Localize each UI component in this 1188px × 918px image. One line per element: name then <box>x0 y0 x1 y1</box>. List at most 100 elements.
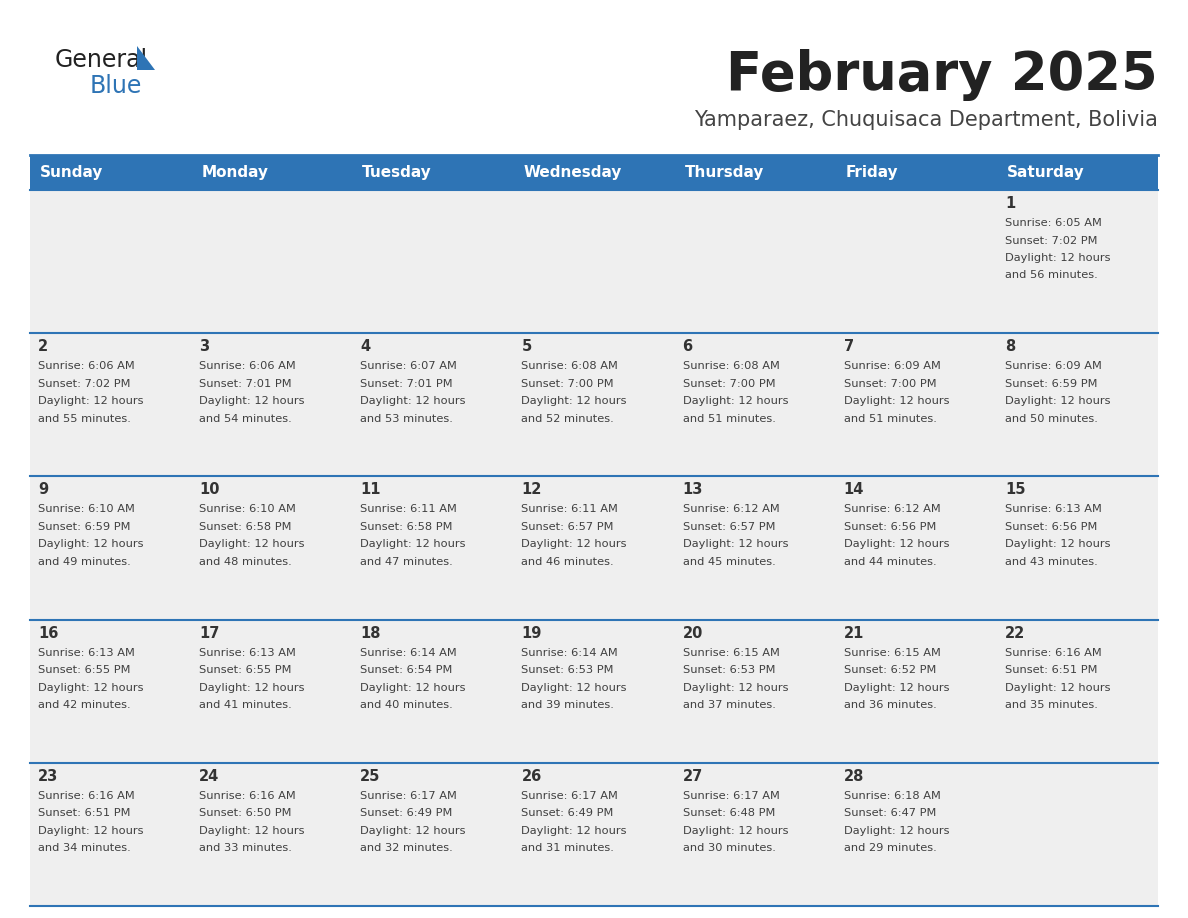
Text: Yamparaez, Chuquisaca Department, Bolivia: Yamparaez, Chuquisaca Department, Bolivi… <box>694 110 1158 130</box>
Bar <box>675 476 835 620</box>
Text: Sunrise: 6:08 AM: Sunrise: 6:08 AM <box>683 361 779 371</box>
Text: and 46 minutes.: and 46 minutes. <box>522 557 614 567</box>
Bar <box>997 155 1158 190</box>
Text: 24: 24 <box>200 768 220 784</box>
Text: 27: 27 <box>683 768 703 784</box>
Bar <box>513 155 675 190</box>
Text: and 53 minutes.: and 53 minutes. <box>360 414 453 424</box>
Bar <box>30 763 191 906</box>
Text: and 32 minutes.: and 32 minutes. <box>360 844 453 854</box>
Text: Daylight: 12 hours: Daylight: 12 hours <box>38 683 144 692</box>
Text: and 51 minutes.: and 51 minutes. <box>683 414 776 424</box>
Bar <box>353 333 513 476</box>
Text: and 40 minutes.: and 40 minutes. <box>360 700 453 711</box>
Text: and 50 minutes.: and 50 minutes. <box>1005 414 1098 424</box>
Text: and 36 minutes.: and 36 minutes. <box>843 700 936 711</box>
Text: 16: 16 <box>38 625 58 641</box>
Text: 22: 22 <box>1005 625 1025 641</box>
Text: Daylight: 12 hours: Daylight: 12 hours <box>38 540 144 549</box>
Text: Daylight: 12 hours: Daylight: 12 hours <box>522 683 627 692</box>
Bar <box>675 155 835 190</box>
Text: Sunset: 6:54 PM: Sunset: 6:54 PM <box>360 666 453 675</box>
Text: Daylight: 12 hours: Daylight: 12 hours <box>200 683 304 692</box>
Text: Sunday: Sunday <box>40 165 103 180</box>
Text: and 56 minutes.: and 56 minutes. <box>1005 271 1098 281</box>
Text: Daylight: 12 hours: Daylight: 12 hours <box>38 397 144 406</box>
Text: Sunset: 6:50 PM: Sunset: 6:50 PM <box>200 809 291 818</box>
Bar <box>675 620 835 763</box>
Text: Daylight: 12 hours: Daylight: 12 hours <box>843 683 949 692</box>
Text: Sunset: 6:53 PM: Sunset: 6:53 PM <box>683 666 775 675</box>
Text: Daylight: 12 hours: Daylight: 12 hours <box>360 826 466 835</box>
Bar <box>30 333 191 476</box>
Text: 12: 12 <box>522 482 542 498</box>
Text: Sunset: 6:56 PM: Sunset: 6:56 PM <box>1005 522 1098 532</box>
Bar <box>353 620 513 763</box>
Text: 10: 10 <box>200 482 220 498</box>
Bar <box>353 476 513 620</box>
Text: and 35 minutes.: and 35 minutes. <box>1005 700 1098 711</box>
Text: Daylight: 12 hours: Daylight: 12 hours <box>843 540 949 549</box>
Text: 20: 20 <box>683 625 703 641</box>
Text: Daylight: 12 hours: Daylight: 12 hours <box>1005 683 1111 692</box>
Bar <box>191 476 353 620</box>
Text: 13: 13 <box>683 482 703 498</box>
Bar <box>997 476 1158 620</box>
Text: Sunset: 6:49 PM: Sunset: 6:49 PM <box>522 809 614 818</box>
Text: Monday: Monday <box>201 165 268 180</box>
Text: Sunset: 7:02 PM: Sunset: 7:02 PM <box>1005 236 1098 245</box>
Text: 1: 1 <box>1005 196 1015 211</box>
Text: Wednesday: Wednesday <box>524 165 621 180</box>
Text: Daylight: 12 hours: Daylight: 12 hours <box>200 826 304 835</box>
Bar <box>675 763 835 906</box>
Text: Sunrise: 6:13 AM: Sunrise: 6:13 AM <box>200 647 296 657</box>
Text: Sunset: 7:00 PM: Sunset: 7:00 PM <box>683 379 776 388</box>
Text: Sunrise: 6:09 AM: Sunrise: 6:09 AM <box>1005 361 1101 371</box>
Text: Sunrise: 6:16 AM: Sunrise: 6:16 AM <box>200 790 296 800</box>
Text: Daylight: 12 hours: Daylight: 12 hours <box>843 826 949 835</box>
Text: and 49 minutes.: and 49 minutes. <box>38 557 131 567</box>
Text: Sunset: 6:58 PM: Sunset: 6:58 PM <box>360 522 453 532</box>
Text: Sunrise: 6:08 AM: Sunrise: 6:08 AM <box>522 361 618 371</box>
Bar <box>353 763 513 906</box>
Bar <box>997 620 1158 763</box>
Text: Daylight: 12 hours: Daylight: 12 hours <box>360 540 466 549</box>
Bar <box>191 155 353 190</box>
Text: Friday: Friday <box>846 165 898 180</box>
Text: Daylight: 12 hours: Daylight: 12 hours <box>200 540 304 549</box>
Text: Sunrise: 6:06 AM: Sunrise: 6:06 AM <box>38 361 134 371</box>
Text: Sunrise: 6:16 AM: Sunrise: 6:16 AM <box>1005 647 1101 657</box>
Text: Sunset: 6:47 PM: Sunset: 6:47 PM <box>843 809 936 818</box>
Text: and 42 minutes.: and 42 minutes. <box>38 700 131 711</box>
Bar <box>997 763 1158 906</box>
Text: Daylight: 12 hours: Daylight: 12 hours <box>683 540 788 549</box>
Text: and 41 minutes.: and 41 minutes. <box>200 700 292 711</box>
Text: Sunrise: 6:16 AM: Sunrise: 6:16 AM <box>38 790 134 800</box>
Text: Sunrise: 6:10 AM: Sunrise: 6:10 AM <box>38 504 135 514</box>
Bar <box>353 155 513 190</box>
Text: Blue: Blue <box>90 74 143 98</box>
Text: Sunset: 6:51 PM: Sunset: 6:51 PM <box>1005 666 1098 675</box>
Bar <box>30 476 191 620</box>
Bar <box>675 333 835 476</box>
Text: 15: 15 <box>1005 482 1025 498</box>
Text: Sunset: 6:48 PM: Sunset: 6:48 PM <box>683 809 775 818</box>
Text: Sunset: 6:53 PM: Sunset: 6:53 PM <box>522 666 614 675</box>
Text: Sunset: 6:49 PM: Sunset: 6:49 PM <box>360 809 453 818</box>
Text: Sunrise: 6:17 AM: Sunrise: 6:17 AM <box>522 790 618 800</box>
Text: and 30 minutes.: and 30 minutes. <box>683 844 776 854</box>
Text: 9: 9 <box>38 482 49 498</box>
Text: Sunset: 6:59 PM: Sunset: 6:59 PM <box>1005 379 1098 388</box>
Text: Sunrise: 6:09 AM: Sunrise: 6:09 AM <box>843 361 941 371</box>
Text: and 39 minutes.: and 39 minutes. <box>522 700 614 711</box>
Text: Sunrise: 6:14 AM: Sunrise: 6:14 AM <box>360 647 457 657</box>
Text: 21: 21 <box>843 625 864 641</box>
Text: Daylight: 12 hours: Daylight: 12 hours <box>1005 397 1111 406</box>
Text: Sunrise: 6:18 AM: Sunrise: 6:18 AM <box>843 790 941 800</box>
Text: 2: 2 <box>38 339 49 354</box>
Text: 28: 28 <box>843 768 864 784</box>
Text: Sunset: 6:51 PM: Sunset: 6:51 PM <box>38 809 131 818</box>
Bar <box>513 190 675 333</box>
Bar <box>997 190 1158 333</box>
Text: Saturday: Saturday <box>1007 165 1085 180</box>
